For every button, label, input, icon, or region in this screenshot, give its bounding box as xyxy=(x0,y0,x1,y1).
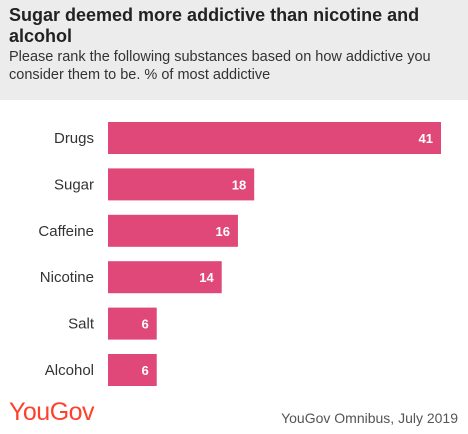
bar-sugar xyxy=(108,168,255,201)
bar-drugs xyxy=(108,122,441,154)
bar-salt xyxy=(108,307,157,340)
category-label-salt: Salt xyxy=(68,316,95,333)
source-note: YouGov Omnibus, July 2019 xyxy=(281,410,458,426)
value-label-alcohol: 6 xyxy=(141,363,148,378)
chart-area: Drugs 41 Sugar 18 Caffeine 16 Nicotine 14 Salt 6 A… xyxy=(0,100,468,400)
category-label-alcohol: Alcohol xyxy=(45,362,94,379)
value-label-caffeine: 16 xyxy=(215,224,229,239)
chart-title: Sugar deemed more addictive than nicotin… xyxy=(9,5,420,46)
header: Sugar deemed more addictive than nicotin… xyxy=(0,0,468,100)
chart-subtitle: Please rank the following substances bas… xyxy=(9,49,431,83)
value-label-sugar: 18 xyxy=(232,177,246,192)
category-label-drugs: Drugs xyxy=(54,130,94,147)
bar-caffeine xyxy=(108,214,238,247)
bar-chart: Drugs 41 Sugar 18 Caffeine 16 Nicotine 14 Salt 6 A… xyxy=(38,122,441,386)
value-label-nicotine: 14 xyxy=(199,270,214,285)
category-label-sugar: Sugar xyxy=(54,176,94,193)
category-label-nicotine: Nicotine xyxy=(40,269,94,286)
category-label-caffeine: Caffeine xyxy=(38,223,94,240)
bar-alcohol xyxy=(108,354,157,386)
value-label-salt: 6 xyxy=(141,317,148,332)
value-label-drugs: 41 xyxy=(419,131,433,146)
bar-nicotine xyxy=(108,261,222,294)
yougov-logo: YouGov xyxy=(9,398,95,426)
